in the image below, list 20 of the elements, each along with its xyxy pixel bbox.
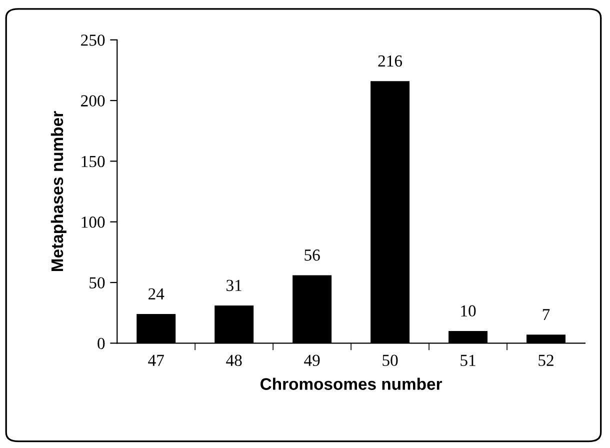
x-tick-label: 49 xyxy=(304,354,320,366)
data-label: 7 xyxy=(542,309,550,320)
x-tick-label: 48 xyxy=(226,354,242,366)
y-tick-label: 250 xyxy=(81,34,105,46)
x-tick-label: 47 xyxy=(148,354,164,366)
y-tick-label: 0 xyxy=(98,338,105,350)
y-axis-title: Metaphases number xyxy=(50,111,66,271)
data-label: 24 xyxy=(148,288,164,300)
data-label: 10 xyxy=(461,305,476,317)
x-axis-title: Chromosomes number xyxy=(260,378,442,390)
x-tick-label: 51 xyxy=(460,354,476,366)
y-tick-label: 150 xyxy=(82,156,105,168)
x-tick-label: 50 xyxy=(382,354,398,366)
y-tick-label: 50 xyxy=(90,277,105,288)
y-tick-label: 200 xyxy=(81,95,105,106)
x-tick-label: 52 xyxy=(538,354,554,366)
data-label: 31 xyxy=(226,280,242,292)
data-label: 56 xyxy=(304,250,320,261)
y-tick-label: 100 xyxy=(82,216,105,228)
data-label: 216 xyxy=(378,55,402,67)
